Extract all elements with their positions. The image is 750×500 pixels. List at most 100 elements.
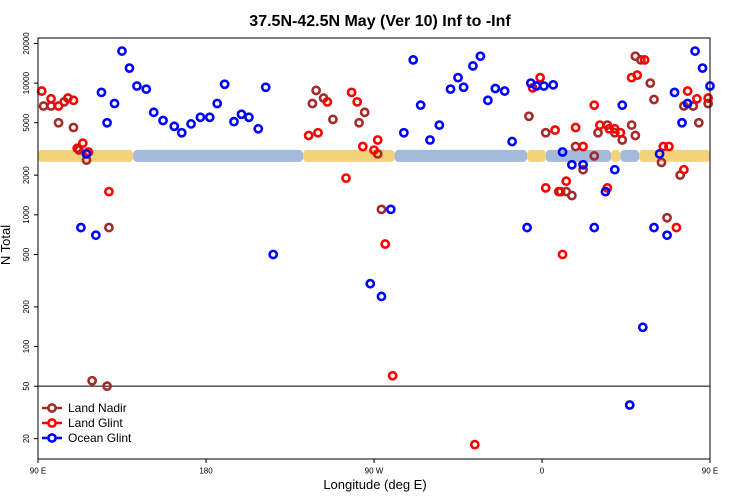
land-glint-point	[678, 164, 689, 175]
land-nadir-point	[68, 122, 79, 133]
land-glint-point	[604, 123, 615, 134]
land-nadir-point	[570, 141, 581, 152]
land-nadir-point	[53, 117, 64, 128]
ocean-glint-point	[415, 100, 426, 111]
ocean-glint-point	[425, 135, 435, 145]
land-nadir-point	[636, 55, 646, 65]
ocean-glint-point	[90, 230, 101, 241]
ocean-glint-point	[260, 82, 271, 93]
ocean-glint-point	[499, 86, 510, 96]
ocean-glint-point	[578, 159, 588, 170]
land-glint-point	[682, 86, 693, 96]
ocean-glint-point	[600, 186, 611, 197]
land-glint-point	[68, 95, 79, 106]
ocean-glint-point	[229, 116, 239, 127]
land-glint-point	[104, 186, 114, 197]
land-nadir-point	[354, 117, 364, 128]
band-segment	[133, 149, 304, 162]
ocean-glint-point	[677, 117, 687, 128]
x-tick-label: 180	[199, 467, 213, 476]
x-axis: 90 E 180 90 W 0 90 E	[30, 459, 718, 476]
land-nadir-point	[656, 157, 667, 168]
point-layer	[36, 46, 715, 450]
legend-marker	[47, 403, 57, 413]
ocean-glint-point	[445, 84, 456, 95]
x-axis-label: Longitude (deg E)	[323, 477, 426, 492]
land-nadir-point	[645, 78, 656, 89]
band-segment	[611, 149, 621, 162]
land-nadir-point	[589, 151, 600, 161]
x-tick-label: 90 E	[30, 467, 46, 476]
ocean-glint-point	[589, 222, 600, 233]
land-nadir-point	[593, 127, 603, 138]
ocean-glint-point	[475, 51, 486, 62]
ocean-glint-point	[376, 291, 387, 302]
land-glint-point	[380, 239, 391, 249]
ocean-glint-point	[408, 55, 419, 65]
land-glint-point	[589, 100, 600, 111]
ocean-glint-point	[117, 46, 127, 56]
ocean-glint-point	[268, 249, 279, 260]
land-nadir-point	[328, 114, 338, 125]
land-glint-point	[352, 96, 363, 107]
ocean-glint-point	[434, 120, 445, 130]
ocean-glint-point	[654, 149, 665, 159]
ocean-glint-point	[385, 204, 396, 215]
x-tick-label: 90 W	[365, 467, 384, 476]
ocean-glint-point	[124, 63, 135, 73]
ocean-glint-point	[624, 400, 635, 410]
land-nadir-point	[307, 98, 318, 109]
ocean-glint-point	[169, 121, 180, 132]
land-glint-point	[346, 87, 357, 98]
ocean-glint-point	[637, 322, 648, 333]
land-nadir-point	[566, 190, 577, 201]
land-nadir-point	[630, 130, 641, 141]
land-glint-point	[303, 130, 314, 141]
legend-marker	[47, 418, 57, 428]
ocean-glint-point	[253, 123, 264, 134]
band-segment	[527, 149, 546, 162]
land-nadir-point	[626, 120, 637, 130]
land-glint-point	[77, 138, 88, 149]
chart-title: 37.5N-42.5N May (Ver 10) Inf to -Inf	[249, 13, 511, 30]
y-tick-label: 500	[22, 247, 31, 261]
ocean-glint-point	[669, 87, 680, 98]
band-segment	[639, 149, 710, 162]
land-glint-point	[703, 93, 714, 103]
ocean-glint-point	[76, 222, 86, 233]
y-axis: 20 50 100 200 500 1000 2000 5000 10000 20000	[22, 32, 38, 443]
land-glint-point	[553, 186, 564, 197]
ocean-glint-point	[557, 147, 568, 157]
ocean-glint-point	[697, 63, 708, 73]
land-glint-point	[540, 183, 551, 193]
ocean-glint-point	[102, 117, 112, 128]
ocean-glint-point	[538, 81, 549, 91]
ocean-glint-point	[148, 107, 159, 118]
land-nadir-point	[359, 107, 370, 118]
land-glint-point	[36, 86, 47, 96]
ocean-glint-point	[398, 127, 409, 138]
land-glint-point	[615, 127, 626, 138]
land-nadir-point	[376, 204, 387, 215]
ocean-glint-point	[186, 119, 196, 129]
ocean-glint-point	[453, 72, 463, 83]
land-nadir-point	[104, 222, 114, 233]
ocean-glint-point	[158, 115, 168, 126]
y-tick-label: 20	[22, 434, 31, 443]
ocean-glint-point	[236, 109, 247, 120]
land-glint-point	[632, 70, 643, 81]
ocean-glint-point	[522, 222, 532, 233]
land-glint-point	[692, 93, 702, 104]
ocean-glint-point	[96, 87, 107, 98]
land-nadir-point	[87, 375, 98, 386]
land-glint-point	[658, 141, 669, 152]
y-tick-label: 10000	[22, 71, 31, 94]
x-tick-label: 0	[540, 467, 545, 476]
legend-marker	[47, 433, 57, 443]
land-glint-point	[570, 122, 581, 133]
y-tick-label: 20000	[22, 32, 31, 55]
land-glint-point	[671, 222, 682, 233]
legend-label: Ocean Glint	[68, 431, 132, 445]
land-glint-point	[341, 173, 351, 184]
